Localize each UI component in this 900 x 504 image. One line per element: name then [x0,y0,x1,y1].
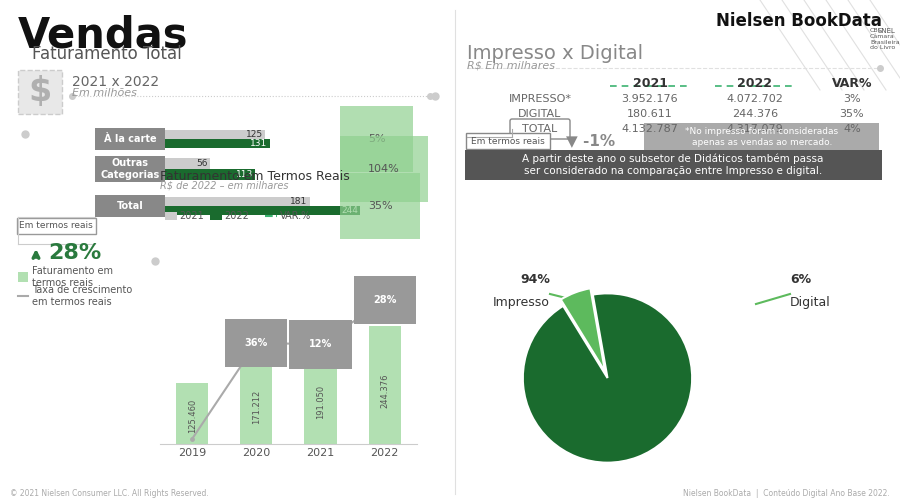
FancyBboxPatch shape [644,123,879,151]
Text: 28%: 28% [373,295,396,305]
Text: VAR.%: VAR.% [280,211,311,221]
Bar [95,156,165,182]
Text: Outras
Categorias: Outras Categorias [101,158,159,180]
Text: 35%: 35% [840,109,864,119]
Bar [165,197,310,206]
Text: $: $ [29,75,51,107]
Text: 4.072.702: 4.072.702 [726,94,783,104]
Text: Faturamento Total: Faturamento Total [32,45,182,63]
Text: R$ Em milhares: R$ Em milhares [467,60,555,70]
Text: Nielsen BookData  |  Conteúdo Digital Ano Base 2022.: Nielsen BookData | Conteúdo Digital Ano … [683,489,890,498]
Text: Nielsen BookData: Nielsen BookData [716,12,882,30]
Text: 113: 113 [236,170,253,179]
Text: 191.050: 191.050 [316,385,325,419]
Text: 94%: 94% [520,273,550,286]
Text: Total: Total [117,201,143,211]
Text: 4.132.787: 4.132.787 [622,124,679,134]
FancyBboxPatch shape [510,119,570,139]
Bar [165,212,177,220]
Bar [165,169,256,180]
Text: ▼ -1%: ▼ -1% [566,134,615,149]
Text: 3%: 3% [843,94,860,104]
Text: 125: 125 [246,130,263,139]
Text: 244.376: 244.376 [732,109,778,119]
Text: Impresso: Impresso [493,296,550,309]
Wedge shape [561,288,605,371]
Text: CBL
Câmara
Brasileira
do Livro: CBL Câmara Brasileira do Livro [870,28,900,50]
Text: SNEL: SNEL [878,28,895,34]
Bar [95,128,165,150]
Bar [95,195,165,217]
Text: DIGITAL: DIGITAL [518,109,562,119]
Text: Em milhões: Em milhões [72,88,137,98]
Text: Faturamento em Termos Reais: Faturamento em Termos Reais [160,170,350,183]
FancyBboxPatch shape [466,133,550,149]
Text: A partir deste ano o subsetor de Didáticos também passa
ser considerado na compa: A partir deste ano o subsetor de Didátic… [522,154,824,176]
Text: VAR%: VAR% [832,77,872,90]
FancyBboxPatch shape [18,70,62,114]
Text: 244.376: 244.376 [380,373,389,408]
Text: Impresso x Digital: Impresso x Digital [467,44,644,63]
Text: 5%: 5% [368,134,385,144]
Text: À la carte: À la carte [104,134,157,144]
Text: 28%: 28% [48,243,101,263]
Text: 131: 131 [250,139,267,148]
Text: 2022: 2022 [737,77,772,90]
Bar [18,272,28,282]
Text: 3.952.176: 3.952.176 [622,94,679,104]
Text: 104%: 104% [368,164,400,174]
Text: 2021 x 2022: 2021 x 2022 [72,75,159,89]
Text: TOTAL: TOTAL [522,124,558,134]
Bar [165,158,210,169]
Bar [304,352,337,444]
Text: 244: 244 [341,206,358,215]
Text: Em termos reais: Em termos reais [19,221,93,230]
Text: 6%: 6% [790,273,811,286]
Text: 12%: 12% [309,339,332,349]
Text: Em termos reais: Em termos reais [471,137,544,146]
Text: Vendas: Vendas [18,14,188,56]
Text: © 2021 Nielsen Consumer LLC. All Rights Reserved.: © 2021 Nielsen Consumer LLC. All Rights … [10,489,209,498]
Bar [165,139,270,148]
Text: 4.317.079: 4.317.079 [726,124,783,134]
Text: 171.212: 171.212 [252,389,261,423]
Text: 2021: 2021 [179,211,203,221]
Text: 125.460: 125.460 [188,399,197,433]
Text: Taxa de crescimento
em termos reais: Taxa de crescimento em termos reais [32,285,132,307]
Text: IMPRESSO*: IMPRESSO* [508,94,572,104]
FancyBboxPatch shape [17,218,96,234]
Text: 4%: 4% [843,124,861,134]
Text: R$ de 2022 – em milhares: R$ de 2022 – em milhares [160,181,289,191]
Text: Faturamento em
termos reais: Faturamento em termos reais [32,266,113,288]
Bar [240,361,273,444]
Text: 180.611: 180.611 [627,109,673,119]
FancyBboxPatch shape [465,150,882,180]
Bar [210,212,222,220]
Bar [165,206,360,215]
Text: 181: 181 [291,197,308,206]
Text: 2021: 2021 [633,77,668,90]
Bar [176,383,208,444]
Text: 56: 56 [196,159,208,168]
Text: 36%: 36% [245,338,268,348]
Bar [369,326,400,444]
Text: *No impresso foram consideradas
apenas as vendas ao mercado.: *No impresso foram consideradas apenas a… [686,128,839,147]
Wedge shape [523,293,692,463]
Bar [165,130,265,139]
Text: Digital: Digital [790,296,831,309]
Text: 35%: 35% [368,201,392,211]
Text: 2022: 2022 [224,211,249,221]
